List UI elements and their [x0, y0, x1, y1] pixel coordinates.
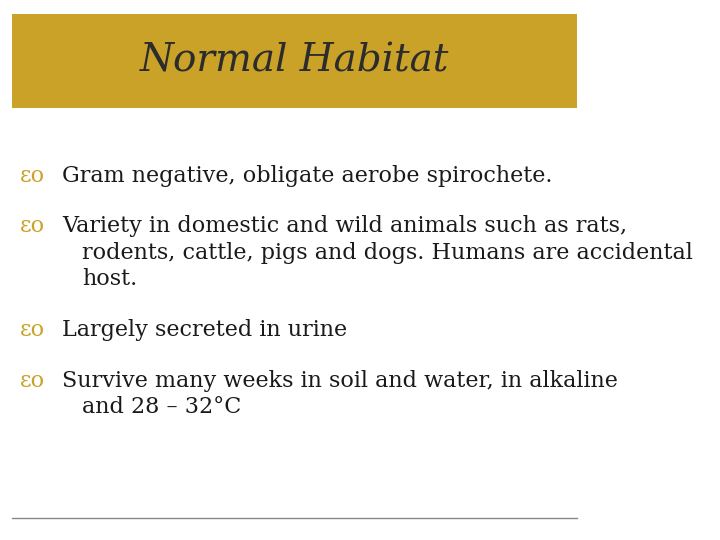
Text: and 28 – 32°C: and 28 – 32°C [83, 396, 242, 419]
Text: Gram negative, obligate aerobe spirochete.: Gram negative, obligate aerobe spirochet… [62, 165, 552, 187]
Text: Variety in domestic and wild animals such as rats,: Variety in domestic and wild animals suc… [62, 215, 627, 238]
Text: εο: εο [20, 319, 45, 341]
Text: εο: εο [20, 165, 45, 187]
FancyBboxPatch shape [12, 14, 577, 108]
Text: Survive many weeks in soil and water, in alkaline: Survive many weeks in soil and water, in… [62, 370, 618, 392]
Text: Largely secreted in urine: Largely secreted in urine [62, 319, 347, 341]
Text: εο: εο [20, 215, 45, 238]
Text: rodents, cattle, pigs and dogs. Humans are accidental: rodents, cattle, pigs and dogs. Humans a… [83, 242, 693, 264]
Text: host.: host. [83, 268, 138, 291]
Text: εο: εο [20, 370, 45, 392]
Text: Normal Habitat: Normal Habitat [140, 42, 449, 79]
